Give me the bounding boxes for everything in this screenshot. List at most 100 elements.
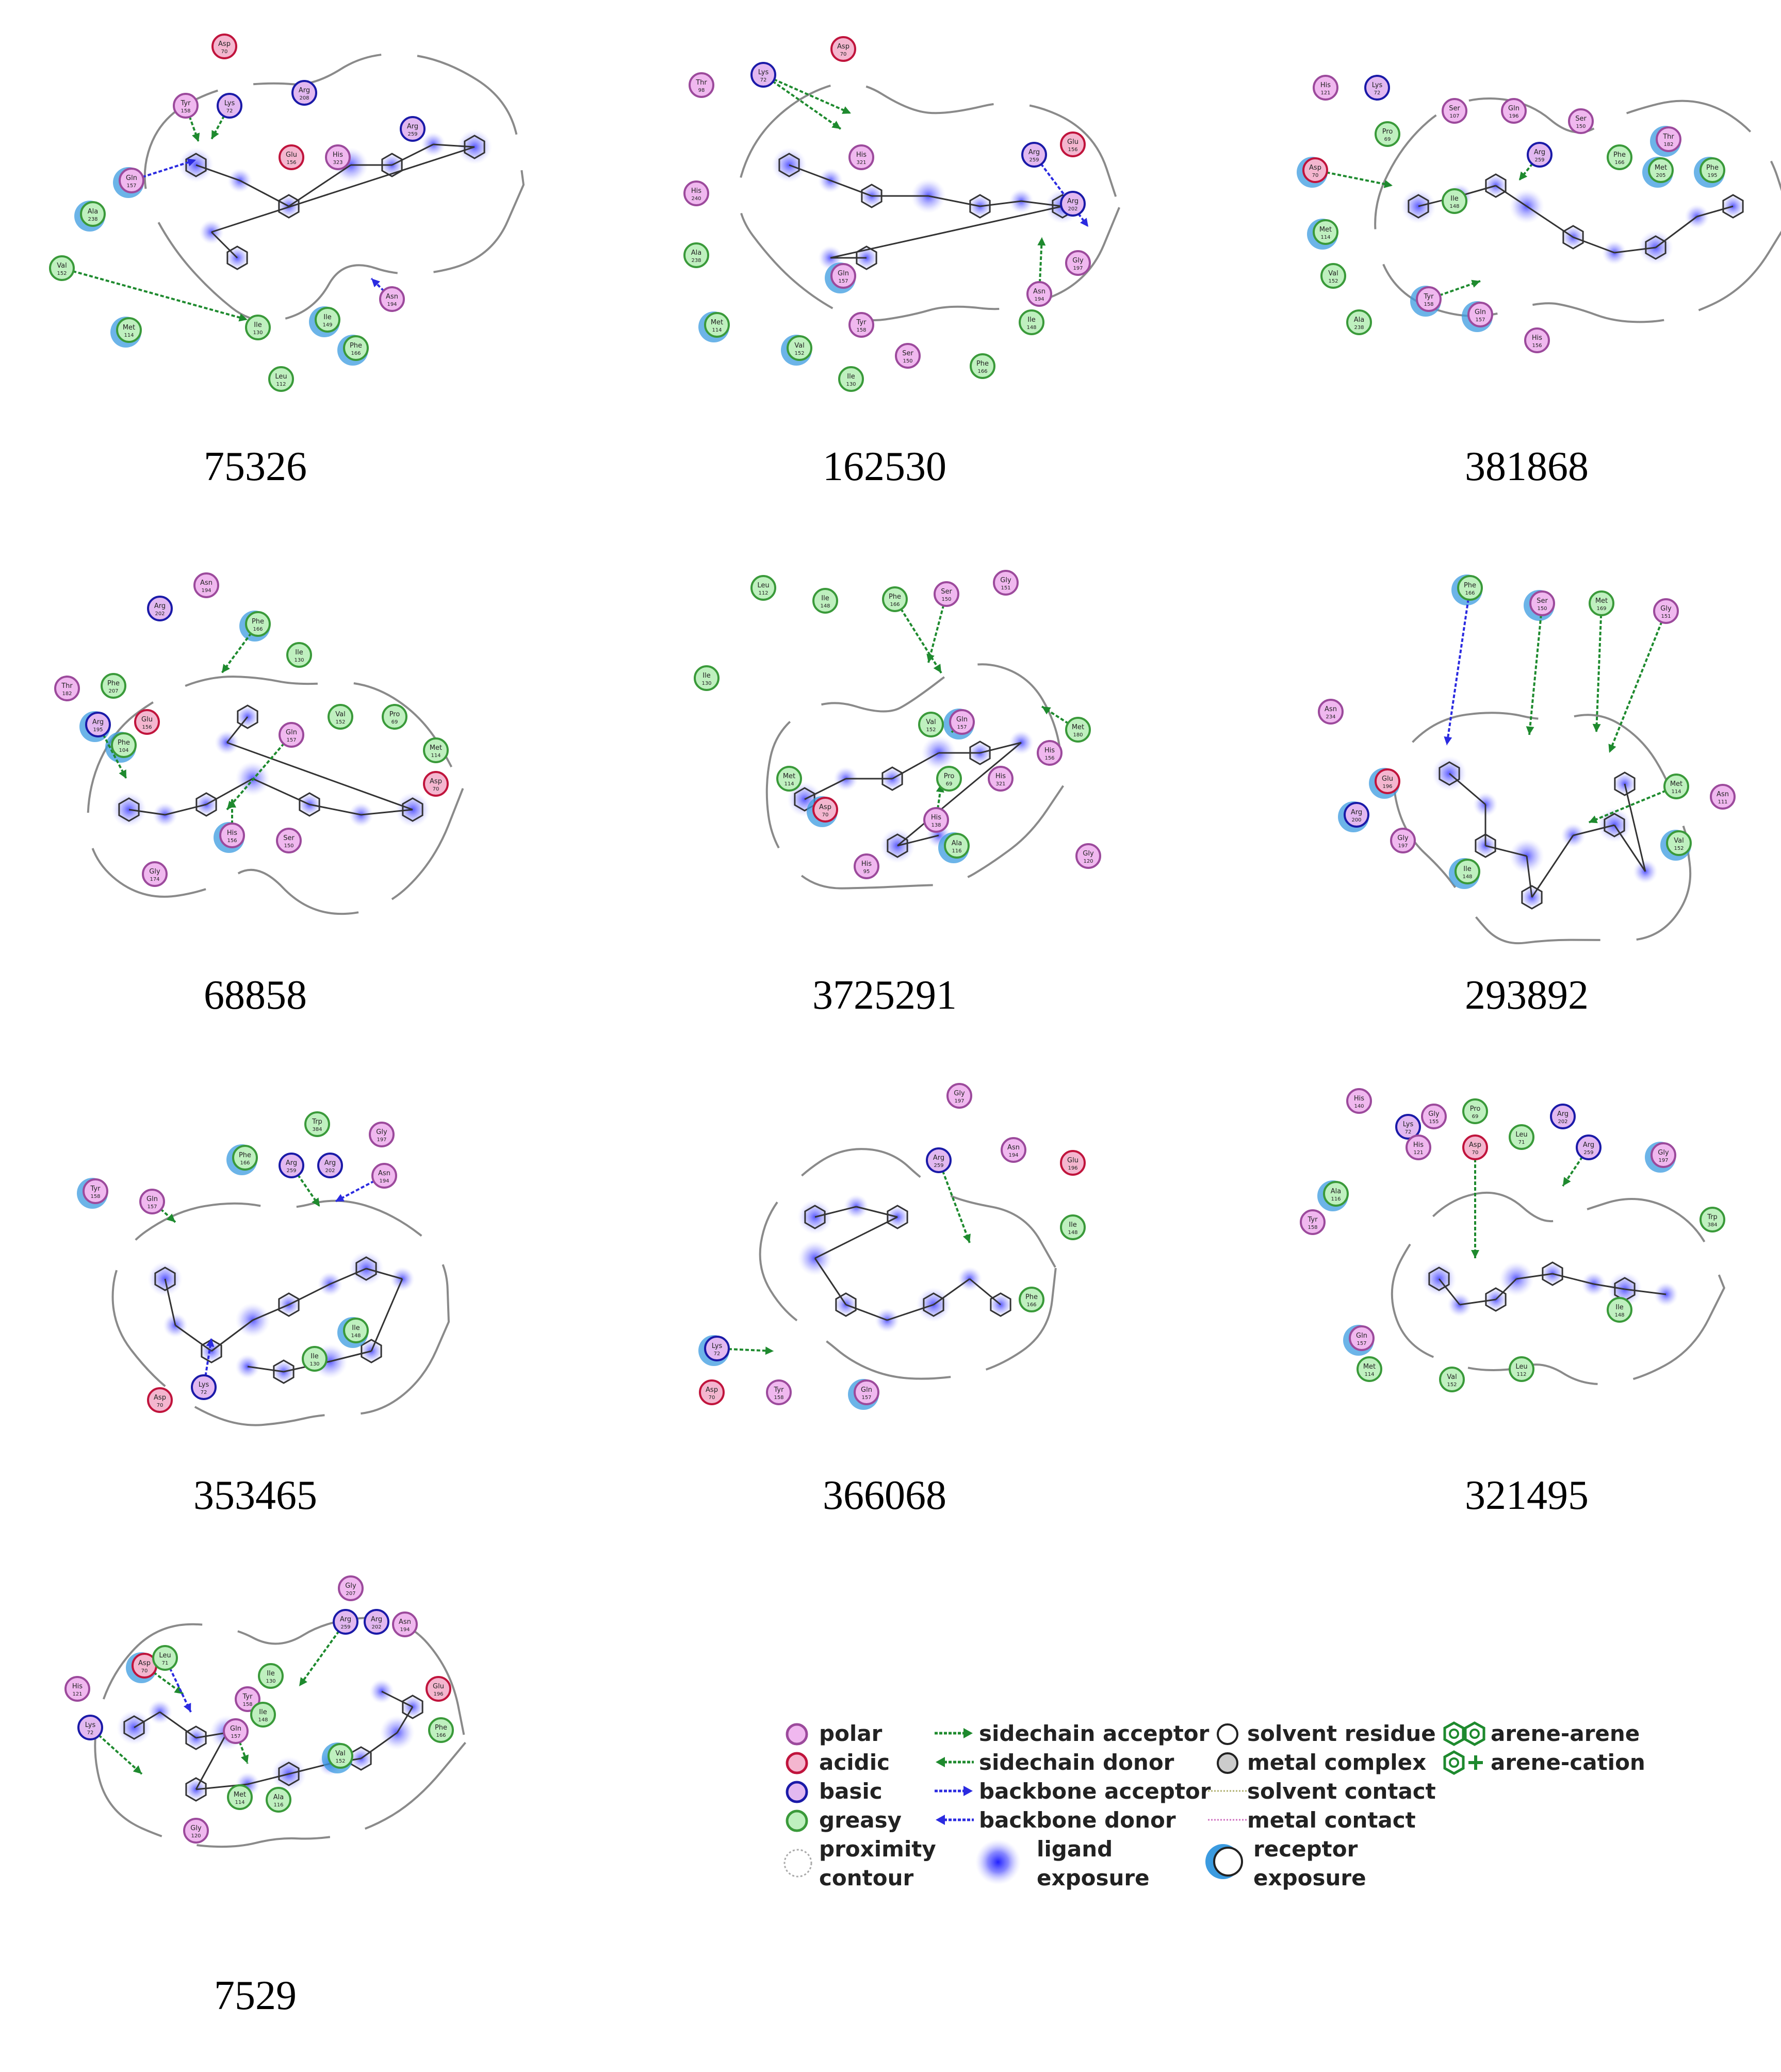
residue-name: Leu	[1515, 1131, 1527, 1139]
residue-number: 196	[1509, 113, 1518, 119]
residue-number: 157	[861, 1395, 871, 1401]
diagram-panel-381868: His 121 Lys 72 Pro 69 Ser 107 Gln 196 Ser 150 Thr 182…	[1284, 10, 1781, 423]
ligand-ring	[887, 833, 908, 858]
greasy-residue-disc	[750, 575, 776, 601]
acidic-residue-disc	[1060, 131, 1086, 157]
residue-name: His	[1354, 1095, 1364, 1103]
polar-residue-disc	[848, 144, 874, 170]
residue-name: Ala	[88, 208, 98, 216]
greasy-residue-disc	[101, 673, 126, 699]
ligand-bond	[979, 742, 1022, 754]
residue-name: Ser	[902, 350, 913, 357]
hydrogen-bond-arrowhead	[1042, 706, 1051, 715]
ligand-ring	[299, 792, 320, 817]
residue-number: 69	[1384, 137, 1391, 142]
polar-residue-disc	[183, 1818, 209, 1844]
proximity-contour	[87, 676, 464, 915]
residue-number: 114	[1671, 789, 1681, 795]
metal-contact-icon	[1208, 1819, 1247, 1821]
hydrogen-bond	[1315, 169, 1393, 187]
residue-number: 70	[141, 1668, 148, 1674]
hydrogen-bond-arrowhead	[1383, 180, 1393, 188]
metal-complex-icon	[1217, 1752, 1238, 1774]
diagram-panel-68858: Asn 194 Arg 202 Phe 166 Ile 130 Thr 182 Phe 207 Glu 1…	[41, 536, 505, 949]
residue-number: 114	[1320, 235, 1330, 240]
greasy-residue-disc	[152, 1645, 178, 1671]
residue-name: Gln	[838, 270, 849, 277]
residue-number: 259	[340, 1624, 350, 1630]
greasy-residue-disc	[268, 366, 294, 392]
residue-name: Thr	[1662, 133, 1674, 141]
ligand-ring	[1614, 771, 1636, 796]
residue-number: 166	[1465, 590, 1475, 596]
polar-residue-disc	[830, 263, 856, 289]
interaction-diagram: Thr98Lys72Asp70His321His240Arg259Glu156A…	[683, 36, 1121, 392]
residue-number: 156	[1044, 755, 1054, 761]
panel-caption: 75326	[204, 444, 307, 489]
residue-name: Val	[57, 262, 67, 270]
residue-name: His	[856, 151, 867, 159]
polar-residue-disc	[1300, 1209, 1326, 1235]
ligand-ring	[185, 153, 207, 177]
residue-name: Asp	[138, 1659, 151, 1667]
legend-receptor-exposure: exposure	[1253, 1865, 1366, 1890]
residue-name: Asn	[1007, 1144, 1020, 1152]
greasy-residue-disc	[1065, 717, 1091, 743]
residue-name: Asn	[200, 579, 213, 587]
residue-number: 152	[926, 727, 936, 733]
hydrogen-bond-arrowhead	[926, 653, 935, 663]
greasy-residue-disc	[1607, 144, 1632, 170]
residue-number: 321	[856, 160, 866, 166]
residue-name: His	[861, 860, 872, 868]
residue-name: Glu	[433, 1683, 444, 1690]
acidic-residue-disc	[279, 144, 304, 170]
greasy-residue-disc	[328, 704, 353, 730]
panel-caption: 162530	[823, 444, 946, 489]
residue-number: 112	[758, 590, 768, 596]
residue-name: Gly	[1072, 257, 1084, 265]
residue-name: Asp	[430, 778, 442, 785]
hydrogen-bond-arrowhead	[1592, 723, 1601, 732]
hydrogen-bond-arrowhead	[1589, 815, 1598, 824]
residue-name: Ala	[1331, 1188, 1341, 1195]
hydrogen-bond-arrowhead	[183, 1703, 191, 1712]
residue-name: Val	[1447, 1373, 1457, 1381]
polar-residue-disc	[338, 1575, 364, 1601]
residue-number: 197	[1658, 1158, 1668, 1163]
hydrogen-bond-arrowhead	[1080, 218, 1088, 227]
legend-metal-complex: metal complex	[1247, 1750, 1427, 1775]
ligand-bond	[288, 1763, 331, 1775]
residue-number: 259	[934, 1163, 943, 1169]
ligand-ring	[273, 1359, 295, 1384]
residue-number: 202	[1558, 1119, 1567, 1125]
hydrogen-bond-arrowhead	[1526, 726, 1534, 735]
residue-name: Ser	[283, 834, 295, 842]
ligand-bond	[1459, 1298, 1496, 1306]
residue-name: Gln	[956, 716, 968, 723]
residue-number: 72	[714, 1351, 721, 1357]
residue-number: 116	[1331, 1196, 1341, 1202]
residue-name: His	[1320, 81, 1331, 89]
residue-name: Glu	[1067, 138, 1079, 146]
polar-residue-disc	[392, 1611, 418, 1637]
ligand-bond	[1573, 824, 1615, 836]
